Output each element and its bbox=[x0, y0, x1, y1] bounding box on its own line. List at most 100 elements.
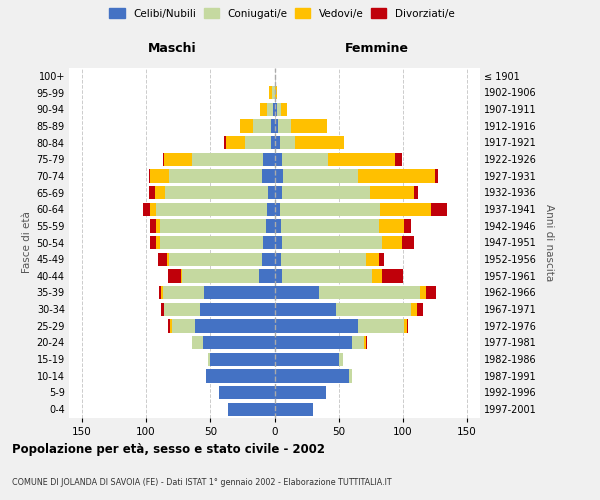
Bar bbox=[150, 169, 169, 182]
Bar bbox=[193, 152, 263, 166]
Bar bbox=[365, 252, 379, 266]
Bar bbox=[267, 102, 273, 116]
Bar bbox=[410, 302, 417, 316]
Bar bbox=[168, 319, 170, 332]
Bar bbox=[275, 252, 281, 266]
Bar bbox=[172, 319, 195, 332]
Bar bbox=[379, 219, 404, 232]
Bar bbox=[181, 269, 182, 282]
Bar bbox=[192, 336, 203, 349]
Bar bbox=[358, 169, 435, 182]
Bar bbox=[210, 352, 275, 366]
Bar bbox=[219, 386, 275, 399]
Bar bbox=[435, 169, 437, 182]
Bar bbox=[283, 169, 358, 182]
Bar bbox=[224, 136, 226, 149]
Bar bbox=[273, 102, 275, 116]
Bar bbox=[170, 319, 172, 332]
Bar bbox=[275, 386, 326, 399]
Bar bbox=[160, 219, 266, 232]
Bar bbox=[417, 302, 424, 316]
Bar bbox=[379, 252, 383, 266]
Bar bbox=[275, 286, 319, 299]
Bar bbox=[281, 219, 379, 232]
Bar bbox=[169, 169, 262, 182]
Bar bbox=[182, 269, 259, 282]
Bar bbox=[275, 136, 280, 149]
Text: Maschi: Maschi bbox=[148, 42, 196, 55]
Bar bbox=[163, 152, 164, 166]
Bar bbox=[282, 269, 372, 282]
Bar bbox=[404, 219, 410, 232]
Bar bbox=[166, 186, 268, 199]
Bar bbox=[271, 119, 275, 132]
Bar bbox=[263, 236, 275, 249]
Bar bbox=[401, 236, 415, 249]
Bar bbox=[226, 136, 245, 149]
Bar bbox=[164, 302, 200, 316]
Bar bbox=[328, 152, 395, 166]
Bar bbox=[339, 352, 343, 366]
Bar bbox=[266, 219, 275, 232]
Bar bbox=[272, 86, 275, 99]
Bar bbox=[253, 119, 271, 132]
Bar bbox=[280, 136, 295, 149]
Bar bbox=[268, 186, 275, 199]
Bar bbox=[143, 202, 150, 216]
Bar bbox=[203, 336, 275, 349]
Bar bbox=[159, 286, 161, 299]
Bar bbox=[352, 336, 364, 349]
Bar bbox=[259, 269, 275, 282]
Bar bbox=[158, 252, 167, 266]
Bar bbox=[275, 369, 349, 382]
Bar bbox=[275, 236, 282, 249]
Bar bbox=[380, 202, 431, 216]
Bar bbox=[263, 152, 275, 166]
Bar bbox=[395, 152, 401, 166]
Bar bbox=[271, 136, 275, 149]
Legend: Celibi/Nubili, Coniugati/e, Vedovi/e, Divorziati/e: Celibi/Nubili, Coniugati/e, Vedovi/e, Di… bbox=[106, 5, 458, 21]
Bar bbox=[275, 86, 277, 99]
Bar bbox=[336, 302, 410, 316]
Bar bbox=[228, 402, 275, 416]
Y-axis label: Fasce di età: Fasce di età bbox=[22, 212, 32, 274]
Bar bbox=[282, 152, 328, 166]
Text: Popolazione per età, sesso e stato civile - 2002: Popolazione per età, sesso e stato civil… bbox=[12, 442, 325, 456]
Bar bbox=[404, 319, 407, 332]
Bar bbox=[275, 319, 358, 332]
Bar bbox=[275, 102, 277, 116]
Bar bbox=[157, 236, 160, 249]
Bar bbox=[275, 352, 339, 366]
Bar bbox=[419, 286, 426, 299]
Bar bbox=[431, 202, 446, 216]
Bar bbox=[275, 302, 336, 316]
Bar bbox=[365, 336, 367, 349]
Bar bbox=[164, 152, 193, 166]
Bar bbox=[275, 186, 282, 199]
Bar bbox=[281, 102, 287, 116]
Bar bbox=[275, 152, 282, 166]
Bar bbox=[149, 186, 155, 199]
Bar bbox=[245, 136, 271, 149]
Bar bbox=[282, 236, 382, 249]
Bar bbox=[372, 269, 382, 282]
Bar bbox=[364, 336, 365, 349]
Bar bbox=[319, 286, 419, 299]
Text: Femmine: Femmine bbox=[345, 42, 409, 55]
Bar bbox=[150, 202, 157, 216]
Bar bbox=[157, 219, 160, 232]
Bar bbox=[200, 302, 275, 316]
Bar bbox=[407, 319, 408, 332]
Bar bbox=[275, 219, 281, 232]
Bar bbox=[382, 236, 401, 249]
Bar bbox=[277, 102, 281, 116]
Bar bbox=[262, 169, 275, 182]
Bar bbox=[275, 169, 283, 182]
Bar bbox=[295, 136, 344, 149]
Bar bbox=[278, 119, 291, 132]
Bar bbox=[262, 252, 275, 266]
Bar bbox=[163, 286, 204, 299]
Bar bbox=[149, 169, 150, 182]
Bar bbox=[269, 86, 272, 99]
Bar bbox=[280, 202, 380, 216]
